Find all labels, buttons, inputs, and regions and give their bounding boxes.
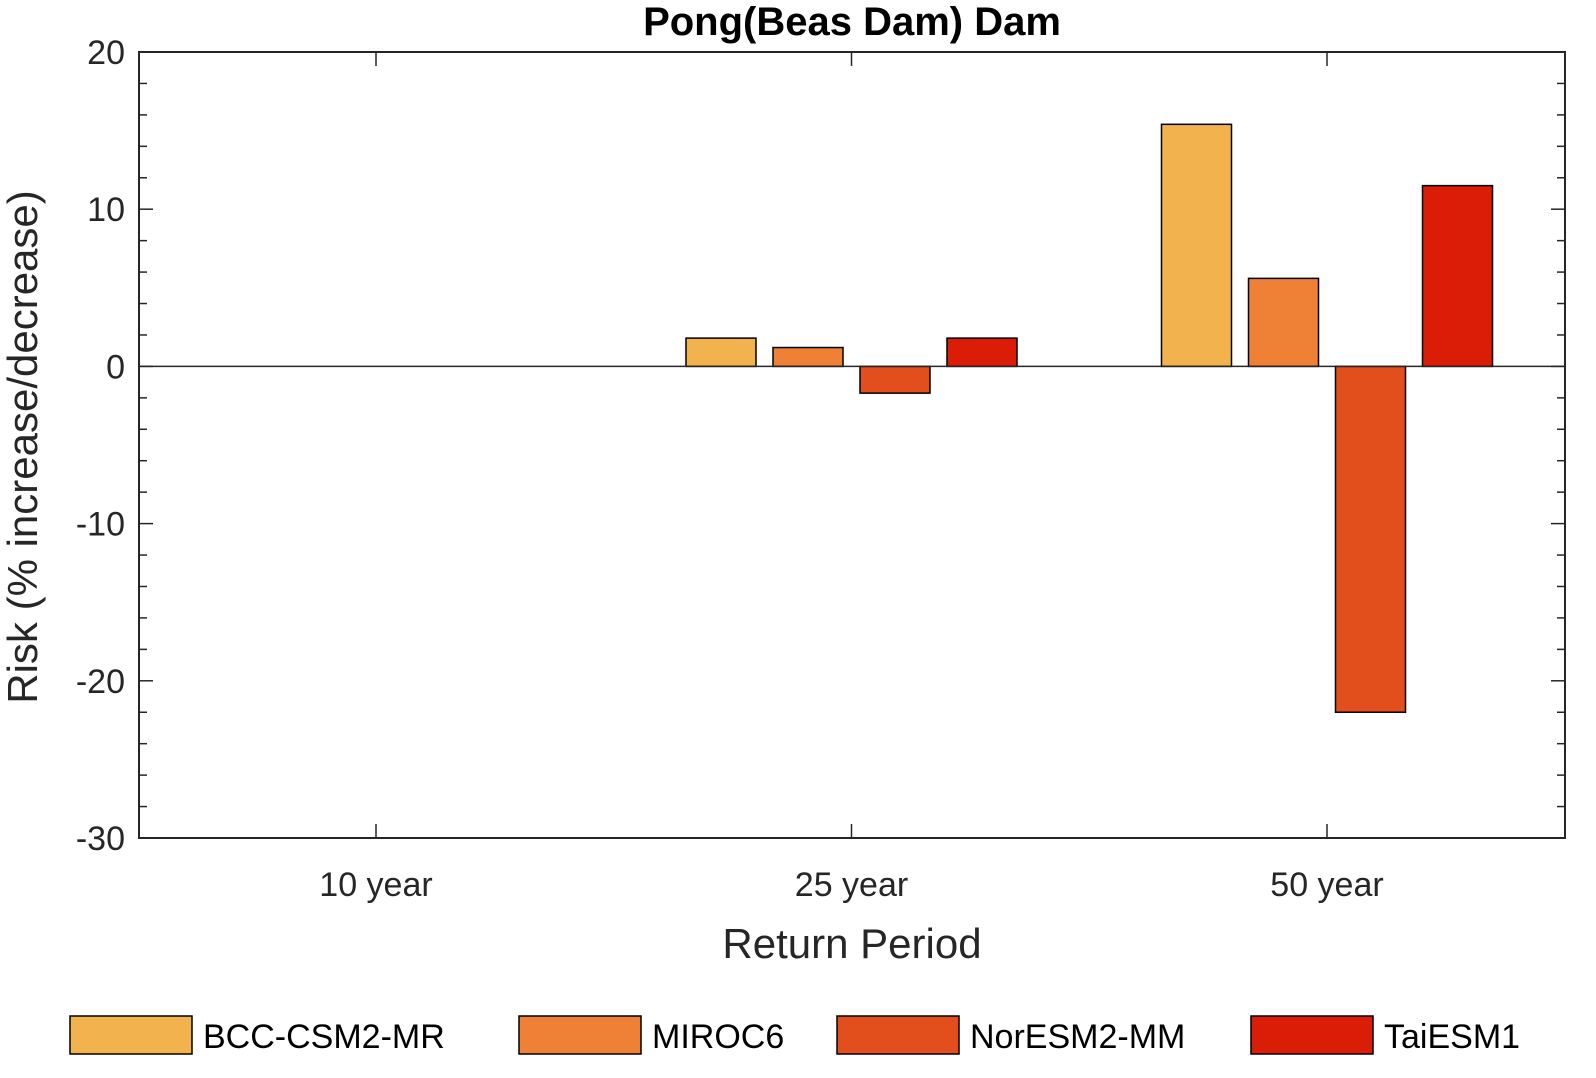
legend-swatch-taiesm1	[1250, 1015, 1374, 1055]
y-tick-label: 20	[87, 34, 125, 72]
y-tick-labels: 20 10 0 -10 -20 -30	[76, 34, 125, 858]
legend-label-taiesm1: TaiESM1	[1384, 1018, 1520, 1056]
x-tick-labels: 10 year 25 year 50 year	[319, 866, 1383, 904]
y-tick-label: 0	[106, 348, 125, 386]
x-axis-label: Return Period	[722, 920, 981, 967]
y-tick-label: -30	[76, 820, 125, 858]
x-tick-label: 10 year	[319, 866, 432, 904]
x-tick-label: 50 year	[1270, 866, 1383, 904]
bar-taiesm1-50-year	[1421, 184, 1494, 368]
bar-group	[210, 123, 1494, 713]
legend-swatch-miroc6	[518, 1015, 642, 1055]
legend-swatch-noresm2-mm	[836, 1015, 960, 1055]
legend-label-miroc6: MIROC6	[652, 1018, 784, 1056]
y-axis-label: Risk (% increase/decrease)	[0, 190, 46, 704]
bar-taiesm1-25-year	[946, 337, 1018, 368]
y-tick-label: -20	[76, 663, 125, 701]
axis-ticks	[139, 51, 1565, 839]
legend-label-noresm2-mm: NorESM2-MM	[970, 1018, 1185, 1056]
bar-bcc-csm2-mr-25-year	[685, 337, 757, 368]
y-tick-label: -10	[76, 506, 125, 544]
legend-swatch-bcc-csm2-mr	[69, 1015, 193, 1055]
y-tick-label: 10	[87, 191, 125, 229]
legend-label-bcc-csm2-mr: BCC-CSM2-MR	[203, 1018, 445, 1056]
bar-noresm2-mm-50-year	[1334, 365, 1407, 713]
legend: BCC-CSM2-MR MIROC6 NorESM2-MM TaiESM1	[69, 1015, 1520, 1056]
bar-miroc6-25-year	[772, 346, 844, 368]
x-tick-label: 25 year	[795, 866, 908, 904]
bar-noresm2-mm-25-year	[859, 365, 931, 394]
bar-miroc6-50-year	[1247, 277, 1320, 368]
chart-title: Pong(Beas Dam) Dam	[643, 0, 1061, 44]
bar-bcc-csm2-mr-50-year	[1160, 123, 1233, 368]
